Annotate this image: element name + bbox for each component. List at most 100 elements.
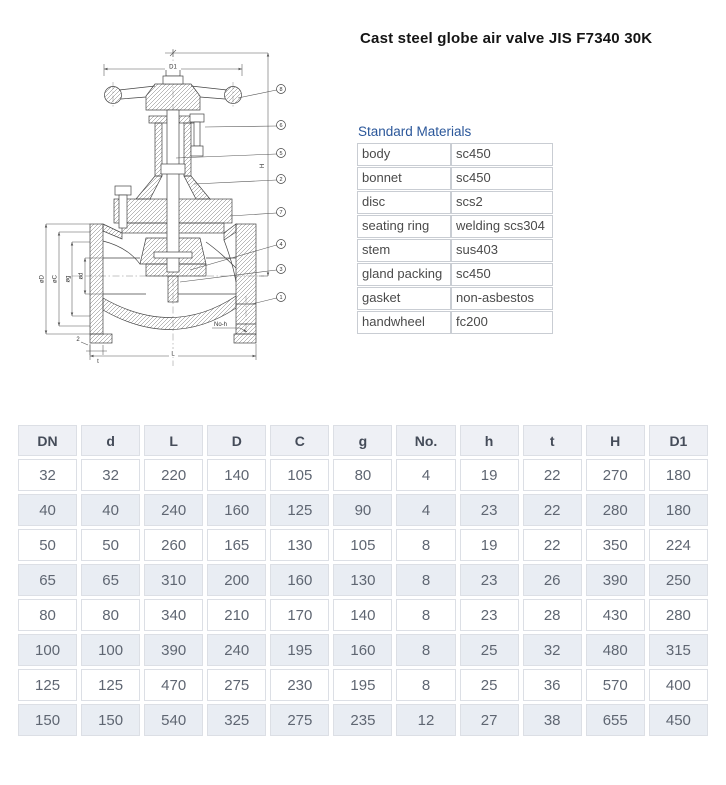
cell: 23	[459, 494, 519, 526]
balloon-num-4: 4	[279, 242, 282, 248]
cell: 32	[81, 459, 141, 491]
material-value: fc200	[451, 311, 553, 334]
interior-lines	[102, 85, 256, 325]
col-header-C: C	[270, 425, 330, 456]
balloon-seating-ring	[276, 239, 286, 249]
cell: 40	[18, 494, 78, 526]
valve-technical-drawing: H D1 L øD øC øg ød t 2 No-h 8	[28, 46, 338, 372]
cell: 150	[18, 704, 78, 736]
callout-balloons: 8 6 5 2 7 4 3 1	[175, 84, 286, 305]
cell: 130	[270, 529, 330, 561]
cell: 90	[333, 494, 393, 526]
standard-materials-section: Standard Materials body sc450 bonnet sc4…	[357, 124, 553, 335]
cell: 80	[18, 599, 78, 631]
cell: 8	[396, 564, 456, 596]
gland-bolt-head	[189, 113, 205, 123]
body-belly	[102, 295, 237, 330]
cell: 315	[648, 634, 708, 666]
balloon-num-7: 7	[279, 210, 282, 216]
cell: 25	[459, 634, 519, 666]
cell: 260	[144, 529, 204, 561]
cell: 12	[396, 704, 456, 736]
col-header-L: L	[144, 425, 204, 456]
cell: 275	[207, 669, 267, 701]
balloon-disc	[276, 264, 286, 274]
cell: 27	[459, 704, 519, 736]
cell: 340	[144, 599, 204, 631]
cell: 38	[522, 704, 582, 736]
material-label: gland packing	[357, 263, 451, 286]
cell: 195	[270, 634, 330, 666]
material-value: welding scs304	[451, 215, 553, 238]
materials-row: bonnet sc450	[357, 167, 553, 190]
cell: 8	[396, 669, 456, 701]
cell: 50	[18, 529, 78, 561]
disc	[167, 275, 179, 303]
dimension-table-header-row: DN d L D C g No. h t H D1	[18, 425, 708, 456]
balloon-num-3: 3	[279, 267, 282, 273]
balloon-num-1: 1	[279, 295, 282, 301]
cell: 19	[459, 459, 519, 491]
cell: 275	[270, 704, 330, 736]
cell: 23	[459, 564, 519, 596]
cell: 50	[81, 529, 141, 561]
cell: 200	[207, 564, 267, 596]
body-flange-left	[89, 223, 104, 335]
material-value: sc450	[451, 167, 553, 190]
balloon-stem	[276, 148, 286, 158]
dim-label-H: H	[260, 164, 266, 168]
col-header-g: g	[333, 425, 393, 456]
body-flange-right	[235, 223, 257, 335]
cell: 235	[333, 704, 393, 736]
dim-label-phid: ød	[79, 272, 85, 279]
cell: 470	[144, 669, 204, 701]
col-header-t: t	[522, 425, 582, 456]
dim-label-t: t	[97, 359, 99, 365]
dim-label-phiG: øg	[66, 275, 72, 282]
materials-row: gland packing sc450	[357, 263, 553, 286]
cell: 450	[648, 704, 708, 736]
materials-row: stem sus403	[357, 239, 553, 262]
col-header-D: D	[207, 425, 267, 456]
valve-drawing-svg: H D1 L øD øC øg ød t 2 No-h 8	[40, 49, 286, 366]
cell: 19	[459, 529, 519, 561]
material-value: sc450	[451, 263, 553, 286]
dimensions: H D1 L øD øC øg ød t 2 No-h	[40, 49, 270, 365]
col-header-D1: D1	[648, 425, 708, 456]
material-value: scs2	[451, 191, 553, 214]
balloon-num-8: 8	[279, 87, 282, 93]
col-header-No: No.	[396, 425, 456, 456]
cell: 65	[81, 564, 141, 596]
handwheel-rim-left	[104, 86, 122, 104]
balloon-num-2: 2	[279, 177, 282, 183]
gland-bolt-shaft	[193, 121, 201, 147]
cell: 570	[585, 669, 645, 701]
handwheel-rim-right	[224, 86, 242, 104]
cell: 4	[396, 494, 456, 526]
cell: 540	[144, 704, 204, 736]
balloon-gland-packing	[276, 120, 286, 130]
table-row: 150 150 540 325 275 235 12 27 38 655 450	[18, 704, 708, 736]
cell: 160	[207, 494, 267, 526]
materials-row: body sc450	[357, 143, 553, 166]
materials-row: handwheel fc200	[357, 311, 553, 334]
table-row: 65 65 310 200 160 130 8 23 26 390 250	[18, 564, 708, 596]
cell: 125	[81, 669, 141, 701]
materials-table: body sc450 bonnet sc450 disc scs2 seatin…	[357, 142, 553, 335]
material-value: sus403	[451, 239, 553, 262]
table-row: 125 125 470 275 230 195 8 25 36 570 400	[18, 669, 708, 701]
cell: 160	[270, 564, 330, 596]
material-label: disc	[357, 191, 451, 214]
cell: 240	[207, 634, 267, 666]
cell: 22	[522, 529, 582, 561]
cell: 4	[396, 459, 456, 491]
cell: 195	[333, 669, 393, 701]
cell: 390	[144, 634, 204, 666]
cell: 280	[585, 494, 645, 526]
cell: 480	[585, 634, 645, 666]
material-label: stem	[357, 239, 451, 262]
cell: 22	[522, 459, 582, 491]
dim-label-L: L	[171, 352, 175, 358]
dim-label-phiC: øC	[53, 274, 59, 283]
cell: 125	[18, 669, 78, 701]
